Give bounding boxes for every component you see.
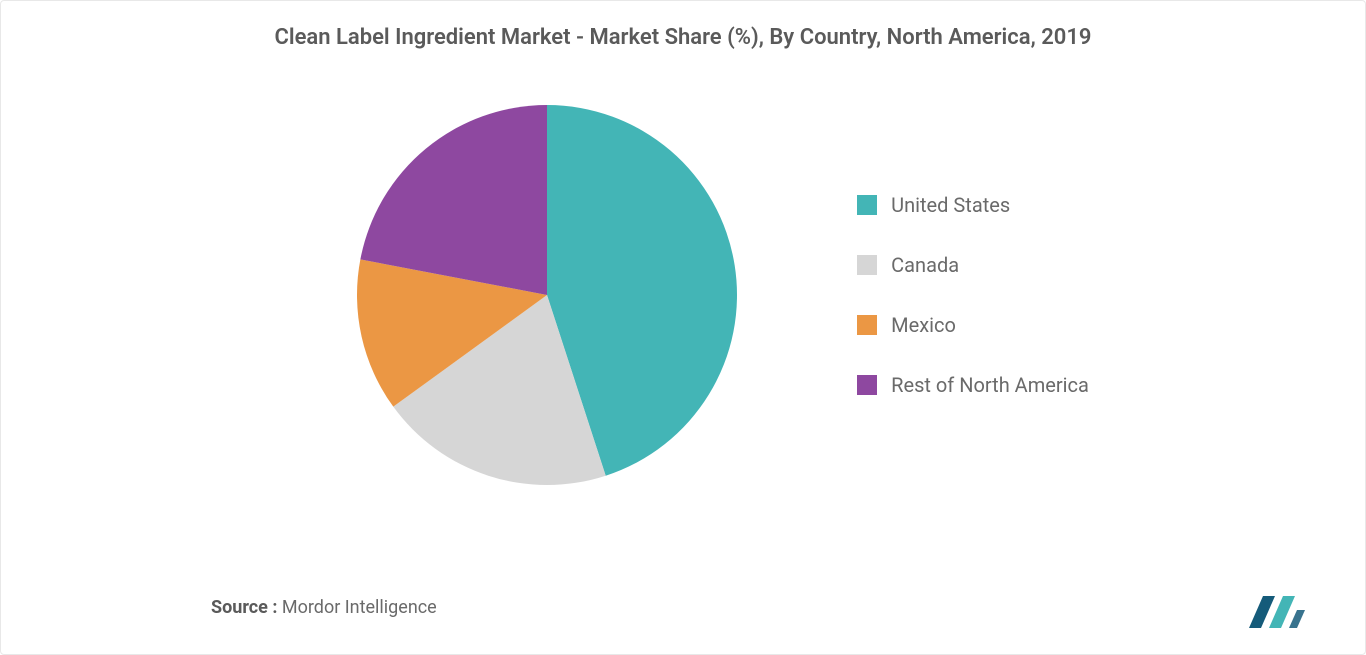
legend-swatch xyxy=(857,375,877,395)
chart-title: Clean Label Ingredient Market - Market S… xyxy=(1,1,1365,50)
legend-label: Rest of North America xyxy=(891,373,1089,397)
legend: United States Canada Mexico Rest of North A… xyxy=(857,193,1089,397)
legend-label: Canada xyxy=(891,253,959,277)
logo-bar-1 xyxy=(1249,596,1275,628)
legend-swatch xyxy=(857,255,877,275)
pie-chart xyxy=(357,105,737,485)
source-value: Mordor Intelligence xyxy=(282,597,437,618)
legend-label: Mexico xyxy=(891,313,956,337)
logo-bar-2 xyxy=(1269,596,1295,628)
legend-label: United States xyxy=(891,193,1010,217)
source-label: Source : xyxy=(211,597,277,618)
legend-item-mexico: Mexico xyxy=(857,313,1089,337)
legend-swatch xyxy=(857,195,877,215)
mordor-logo-icon xyxy=(1245,588,1309,628)
source-attribution: Source : Mordor Intelligence xyxy=(211,597,437,618)
legend-item-united-states: United States xyxy=(857,193,1089,217)
legend-item-rest-of-north-america: Rest of North America xyxy=(857,373,1089,397)
logo-bar-3 xyxy=(1289,610,1305,628)
legend-swatch xyxy=(857,315,877,335)
chart-container: United States Canada Mexico Rest of North A… xyxy=(1,50,1365,540)
legend-item-canada: Canada xyxy=(857,253,1089,277)
